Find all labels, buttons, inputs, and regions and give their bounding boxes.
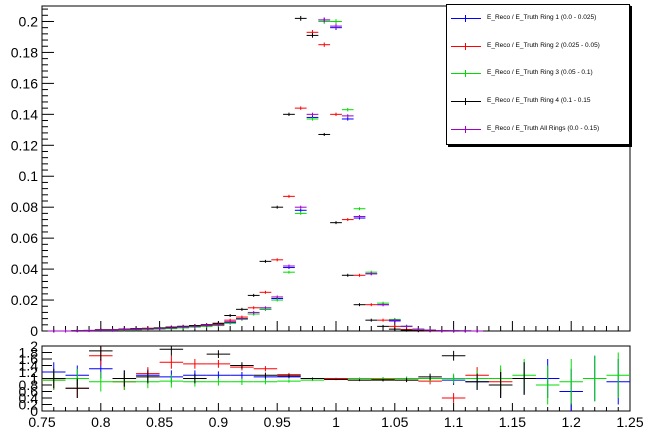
ratio-y-tick-label: 0.6 (19, 384, 39, 400)
main-plot-panel: 0 0.02 0.04 0.06 0.08 0.1 0.12 0.14 0.16 0.18 0.2 (11, 5, 631, 339)
legend-marker-ring-1 (451, 18, 481, 19)
main-y-tick-label: 0.2 (19, 13, 39, 29)
main-y-tick-label: 0.08 (11, 199, 38, 215)
ratio-y-tick-label: 1.2 (19, 364, 39, 380)
main-y-tick-label: 0 (30, 323, 38, 339)
ratio-x-tick-label: 0.8 (91, 414, 111, 429)
legend-entry-ring-1: E_Reco / E_Truth Ring 1 (0.0 - 0.025) (447, 13, 629, 25)
ratio-x-tick-label: 1.05 (381, 414, 408, 429)
main-y-tick-label: 0.16 (11, 75, 38, 91)
ratio-series-1 (42, 355, 630, 411)
ratio-x-tick-label: 1.2 (561, 414, 581, 429)
main-y-tick-label: 0.04 (11, 261, 38, 277)
legend-label-ring-1: E_Reco / E_Truth Ring 1 (0.0 - 0.025) (487, 14, 597, 21)
legend-marker-all-rings (451, 129, 481, 130)
main-series-2 (47, 29, 483, 333)
main-series-5 (47, 17, 483, 333)
ratio-x-tick-label: 0.75 (28, 414, 55, 429)
ratio-x-tick-label: 0.85 (146, 414, 173, 429)
legend-entry-ring-4: E_Reco / E_Truth Ring 4 (0.1 - 0.15 (447, 96, 629, 108)
ratio-y-tick-label: 1.6 (19, 351, 39, 367)
ratio-y-tick-label: 2 (30, 338, 38, 354)
legend-label-ring-3: E_Reco / E_Truth Ring 3 (0.05 - 0.1) (487, 69, 593, 76)
ratio-y-tick-label: 0.4 (19, 390, 39, 406)
ratio-series-2 (42, 346, 513, 403)
legend-label-ring-4: E_Reco / E_Truth Ring 4 (0.1 - 0.15 (487, 97, 591, 104)
ratio-y-tick-label: 0.8 (19, 377, 39, 393)
ratio-y-tick-label: 0 (30, 403, 38, 419)
legend-entry-ring-3: E_Reco / E_Truth Ring 3 (0.05 - 0.1) (447, 68, 629, 80)
ratio-series-3 (42, 352, 630, 405)
ratio-x-tick-label: 1.1 (444, 414, 464, 429)
ratio-y-tick-label: 1 (30, 371, 38, 387)
main-series-1 (47, 17, 483, 333)
legend-marker-ring-2 (451, 46, 481, 47)
main-y-tick-label: 0.12 (11, 137, 38, 153)
main-y-tick-label: 0.1 (19, 168, 39, 184)
ratio-x-tick-label: 0.95 (264, 414, 291, 429)
legend-marker-ring-3 (451, 73, 481, 74)
ratio-x-tick-label: 0.9 (209, 414, 229, 429)
legend: E_Reco / E_Truth Ring 1 (0.0 - 0.025) E_… (446, 4, 630, 145)
ratio-y-tick-label: 1.8 (19, 345, 39, 361)
main-y-tick-label: 0.02 (11, 292, 38, 308)
main-series-3 (47, 19, 483, 333)
ratio-x-tick-label: 1 (332, 414, 340, 429)
legend-entry-all-rings: E_Reco / E_Truth All Rings (0.0 - 0.15) (447, 124, 629, 136)
ratio-y-tick-label: 1.4 (19, 358, 39, 374)
legend-entry-ring-2: E_Reco / E_Truth Ring 2 (0.025 - 0.05) (447, 41, 629, 53)
main-series-4 (47, 15, 483, 333)
ratio-x-tick-label: 1.15 (499, 414, 526, 429)
legend-label-all-rings: E_Reco / E_Truth All Rings (0.0 - 0.15) (487, 125, 600, 132)
main-y-tick-label: 0.18 (11, 44, 38, 60)
ratio-plot-panel: 00.20.40.60.811.21.41.61.820.75 0.8 0.85 0.… (19, 338, 644, 429)
ratio-y-tick-label: 0.2 (19, 397, 39, 413)
legend-label-ring-2: E_Reco / E_Truth Ring 2 (0.025 - 0.05) (487, 42, 600, 49)
ratio-x-tick-label: 1.25 (616, 414, 643, 429)
legend-marker-ring-4 (451, 101, 481, 102)
ratio-series-4 (42, 346, 536, 398)
main-y-tick-label: 0.06 (11, 230, 38, 246)
main-y-tick-label: 0.14 (11, 106, 38, 122)
